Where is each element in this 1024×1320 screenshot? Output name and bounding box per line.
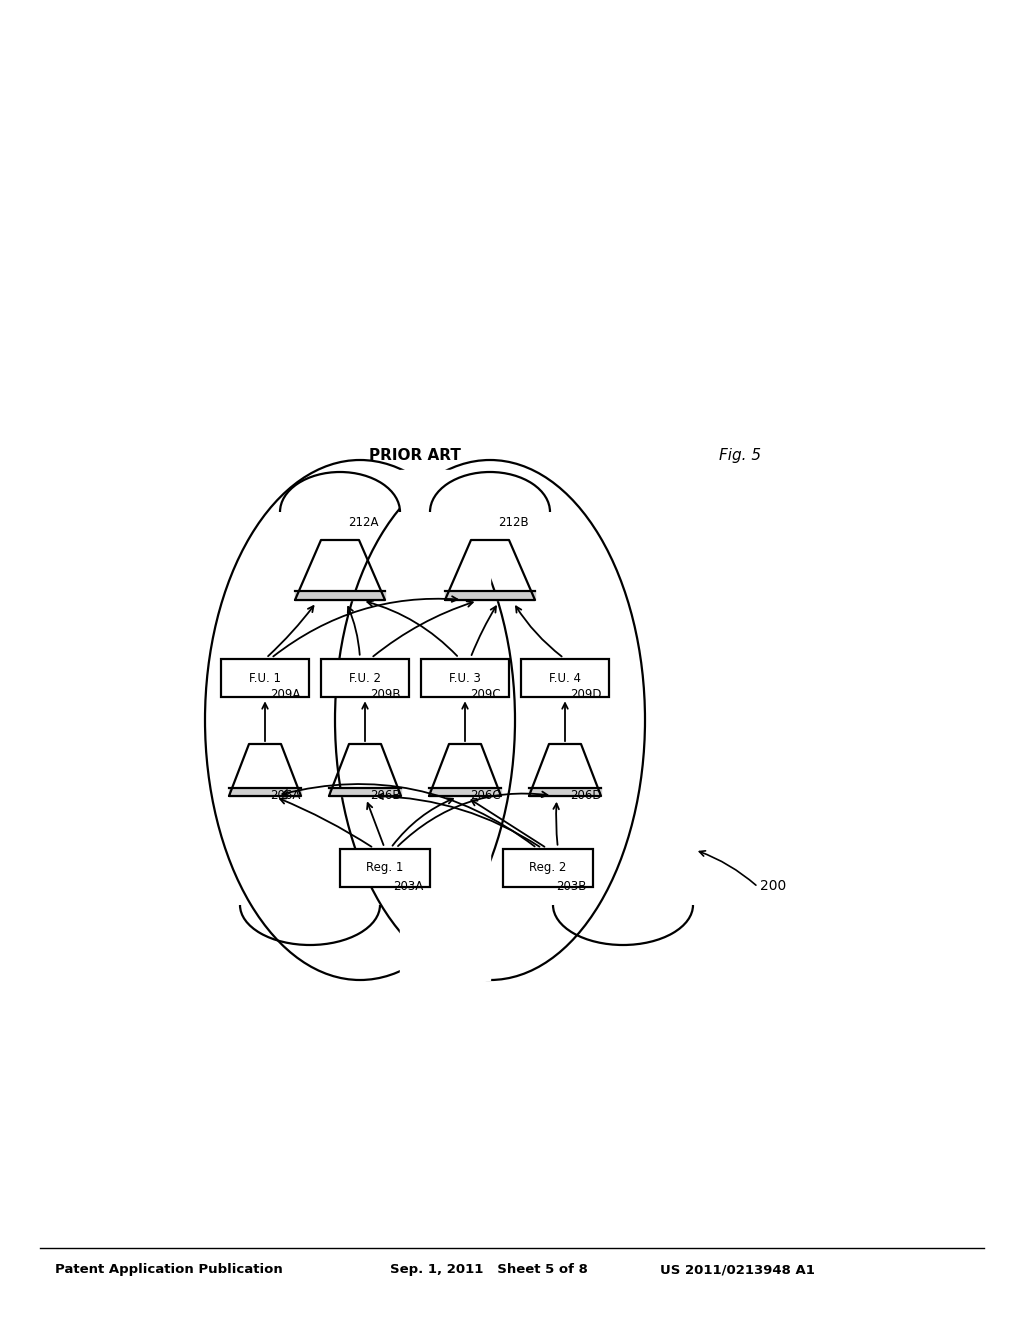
Text: 209D: 209D [570, 688, 601, 701]
Text: Reg. 2: Reg. 2 [529, 862, 566, 874]
Text: F.U. 4: F.U. 4 [549, 672, 581, 685]
Text: Patent Application Publication: Patent Application Publication [55, 1263, 283, 1276]
Text: F.U. 3: F.U. 3 [450, 672, 481, 685]
Text: 206A: 206A [270, 789, 300, 803]
Text: 209A: 209A [270, 688, 300, 701]
Bar [340, 849, 430, 887]
Text: 206C: 206C [470, 789, 501, 803]
Text: F.U. 2: F.U. 2 [349, 672, 381, 685]
Text: F.U. 1: F.U. 1 [249, 672, 281, 685]
Text: Fig. 5: Fig. 5 [719, 447, 761, 463]
Text: 209C: 209C [470, 688, 501, 701]
Text: PRIOR ART: PRIOR ART [369, 447, 461, 463]
Text: 206B: 206B [370, 789, 400, 803]
Text: 212A: 212A [348, 516, 379, 529]
Text: 203B: 203B [556, 880, 587, 894]
Text: 212B: 212B [498, 516, 528, 529]
Bar [521, 659, 609, 697]
Bar [221, 659, 309, 697]
Bar [400, 470, 490, 979]
Text: Sep. 1, 2011   Sheet 5 of 8: Sep. 1, 2011 Sheet 5 of 8 [390, 1263, 588, 1276]
Text: 209B: 209B [370, 688, 400, 701]
Text: Reg. 1: Reg. 1 [367, 862, 403, 874]
Bar [321, 659, 409, 697]
Text: US 2011/0213948 A1: US 2011/0213948 A1 [660, 1263, 815, 1276]
Bar [503, 849, 593, 887]
Bar [421, 659, 509, 697]
Text: 206D: 206D [570, 789, 601, 803]
Text: 203A: 203A [393, 880, 423, 894]
Text: 200: 200 [760, 879, 786, 894]
